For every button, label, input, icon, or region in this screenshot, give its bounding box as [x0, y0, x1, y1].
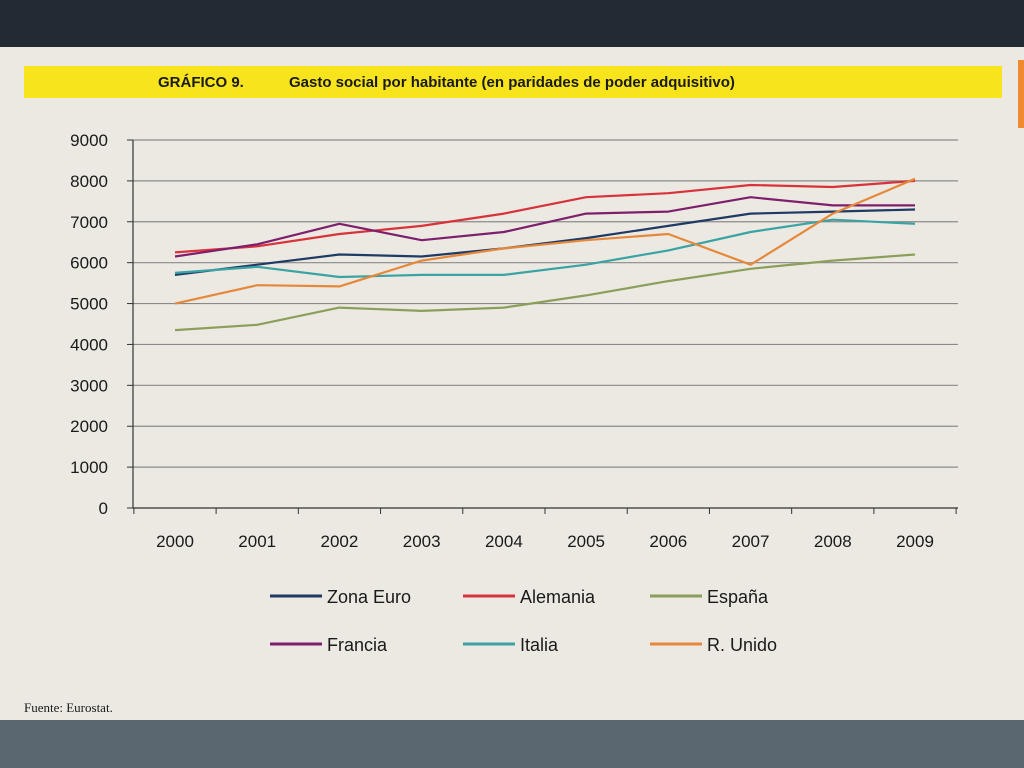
legend-label-zona-euro: Zona Euro [327, 587, 411, 607]
legend-label-españa: España [707, 587, 769, 607]
bottom-bar [0, 720, 1024, 768]
x-tick-label: 2005 [567, 532, 605, 551]
x-tick-label: 2002 [321, 532, 359, 551]
series-lines [174, 177, 916, 332]
title-band [24, 66, 1002, 98]
series-line-españa [174, 253, 916, 332]
slide [0, 47, 1024, 720]
y-tick-label: 6000 [70, 254, 108, 273]
series-line-r-unido [174, 177, 916, 305]
x-tick-label: 2009 [896, 532, 934, 551]
series-line-alemania [174, 179, 916, 254]
x-tick-label: 2007 [732, 532, 770, 551]
y-tick-label: 4000 [70, 335, 108, 354]
legend-label-italia: Italia [520, 635, 559, 655]
top-bar [0, 0, 1024, 47]
y-tick-label: 0 [99, 499, 108, 518]
y-tick-label: 9000 [70, 131, 108, 150]
x-tick-label: 2004 [485, 532, 523, 551]
x-tick-label: 2008 [814, 532, 852, 551]
axes [127, 139, 958, 514]
series-line-francia [174, 196, 915, 258]
legend-label-francia: Francia [327, 635, 388, 655]
series-line-italia [174, 218, 916, 279]
y-tick-labels: 0 1000 2000 3000 4000 5000 6000 7000 8000 9000 [70, 131, 108, 518]
x-tick-label: 2001 [238, 532, 276, 551]
legend-label-alemania: Alemania [520, 587, 596, 607]
legend: Zona Euro Alemania España Francia Italia R. U… [270, 587, 777, 655]
y-tick-label: 3000 [70, 376, 108, 395]
chart-title: GRÁFICO 9. [158, 74, 244, 91]
legend-label-r-unido: R. Unido [707, 635, 777, 655]
x-tick-labels: 2000 2001 2002 2003 2004 2005 2006 2007 2008 2009 [156, 532, 934, 551]
x-tick-label: 2003 [403, 532, 441, 551]
y-tick-label: 2000 [70, 417, 108, 436]
x-tick-label: 2000 [156, 532, 194, 551]
gridlines [133, 139, 958, 468]
x-tick-label: 2006 [649, 532, 687, 551]
chart-subtitle: Gasto social por habitante (en paridades… [289, 74, 735, 91]
edge-accent [1018, 60, 1024, 128]
source-note: Fuente: Eurostat. [24, 700, 113, 715]
y-tick-label: 5000 [70, 295, 108, 314]
y-tick-label: 8000 [70, 172, 108, 191]
y-tick-label: 7000 [70, 213, 108, 232]
y-tick-label: 1000 [70, 458, 108, 477]
